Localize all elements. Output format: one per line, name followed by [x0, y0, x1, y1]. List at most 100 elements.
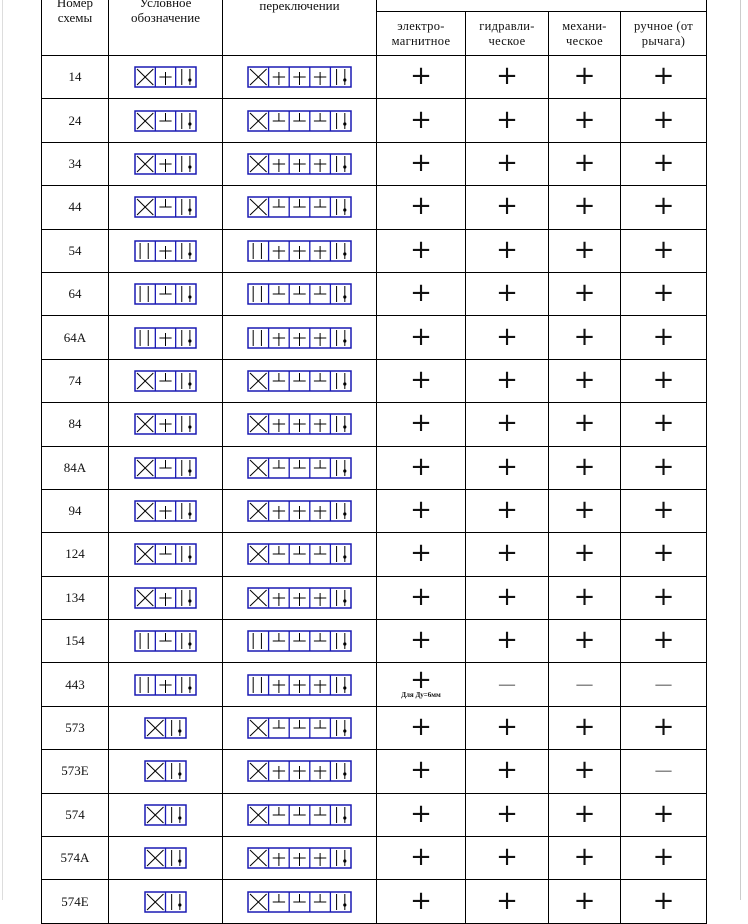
table-row: 64 + + + + [41, 271, 707, 317]
scheme-74-symbol [108, 358, 223, 404]
scheme-574a-connections-icon [222, 836, 377, 881]
supported-mark: + [652, 451, 675, 482]
supported-mark: + [496, 495, 518, 526]
supported-mark: + [573, 581, 596, 612]
control-cell: + [548, 98, 621, 143]
supported-mark: + [652, 538, 675, 569]
scheme-number: 64 [41, 271, 109, 317]
supported-mark: + [652, 842, 675, 873]
control-cell: + [620, 532, 707, 577]
supported-mark: + [410, 755, 432, 786]
control-cell: + [465, 141, 549, 187]
table-row: 124 + + + + [41, 532, 707, 577]
scheme-54-symbol [108, 228, 223, 273]
unsupported-mark: — [576, 675, 593, 693]
control-cell: + [376, 271, 466, 317]
control-cell: — [465, 662, 549, 707]
valve-schemes-table: Номер схемы Условное обозначение соедине… [41, 0, 707, 924]
control-cell: + [465, 575, 549, 621]
control-cell: + [548, 315, 621, 360]
scheme-124-symbol [108, 532, 223, 577]
table-row: 573 + + + + [41, 705, 707, 751]
control-cell: + [548, 619, 621, 664]
scheme-number: 74 [41, 358, 109, 404]
scheme-84-connections-icon [222, 402, 377, 447]
scheme-573e-connections-icon [222, 749, 377, 794]
supported-mark: + [652, 147, 675, 178]
supported-mark: + [573, 495, 596, 526]
scheme-64a-connections-icon [222, 315, 377, 360]
control-cell: + [376, 98, 466, 143]
table-row: 443 + Для Ду=6мм — — — [41, 662, 707, 707]
scheme-number: 84 [41, 402, 109, 447]
supported-mark: + [496, 61, 518, 92]
scheme-14-connections-icon [222, 54, 377, 100]
header-mechanical: механи-ческое [548, 11, 621, 56]
supported-mark: + [496, 408, 518, 439]
scheme-74-connections-icon [222, 358, 377, 404]
control-cell: + [376, 836, 466, 881]
scheme-94-connections-icon [222, 488, 377, 534]
control-cell: + [376, 532, 466, 577]
control-cell: + [465, 54, 549, 100]
control-cell: + [620, 402, 707, 447]
supported-mark: + [496, 364, 518, 395]
supported-mark: + [496, 581, 518, 612]
scheme-574-connections-icon [222, 792, 377, 838]
supported-mark: + [573, 755, 596, 786]
control-cell: + [376, 792, 466, 838]
scheme-number: 573 [41, 705, 109, 751]
scheme-84a-connections-icon [222, 445, 377, 490]
supported-mark: + [410, 104, 432, 135]
supported-mark: + [573, 147, 596, 178]
header-hydraulic: гидравли-ческое [465, 11, 549, 56]
supported-mark: + [573, 408, 596, 439]
control-cell: + [548, 358, 621, 404]
supported-mark: + [496, 451, 518, 482]
control-cell: + [465, 705, 549, 751]
control-cell: + [620, 836, 707, 881]
control-cell: + [465, 445, 549, 490]
control-cell: + [376, 402, 466, 447]
supported-mark: + [573, 321, 596, 352]
scheme-574a-symbol [108, 836, 223, 881]
scheme-573-connections-icon [222, 705, 377, 751]
control-cell: + [376, 619, 466, 664]
supported-mark: + [573, 451, 596, 482]
supported-mark: + [573, 278, 596, 309]
control-cell: + [548, 836, 621, 881]
supported-mark: + [410, 364, 432, 395]
control-cell: + [620, 98, 707, 143]
scheme-number: 14 [41, 54, 109, 100]
scheme-number: 44 [41, 185, 109, 230]
table-row: 64А + + + + [41, 315, 707, 360]
control-cell: + [620, 619, 707, 664]
table-row: 34 + + + + [41, 141, 707, 187]
supported-mark: + [410, 191, 432, 222]
supported-mark: + [410, 321, 432, 352]
unsupported-mark: — [655, 762, 672, 780]
control-cell: + [465, 532, 549, 577]
control-cell: + [465, 836, 549, 881]
supported-mark: + [573, 712, 596, 743]
supported-mark: + [573, 364, 596, 395]
scheme-64a-symbol [108, 315, 223, 360]
supported-mark: + [573, 625, 596, 656]
table-row: 573Е + + + — [41, 749, 707, 794]
control-cell: + [548, 445, 621, 490]
supported-mark: + [573, 842, 596, 873]
supported-mark: + [652, 495, 675, 526]
unsupported-mark: — [499, 675, 515, 693]
scheme-44-symbol [108, 185, 223, 230]
scheme-443-connections-icon [222, 662, 377, 707]
control-cell: + [465, 749, 549, 794]
scheme-94-symbol [108, 488, 223, 534]
supported-mark: + [573, 234, 596, 265]
control-cell: + [376, 445, 466, 490]
control-cell: + [465, 792, 549, 838]
control-cell: + [376, 185, 466, 230]
control-cell: + [620, 792, 707, 838]
supported-mark: + [410, 278, 432, 309]
control-cell: + [376, 141, 466, 187]
supported-mark: + [652, 712, 675, 743]
